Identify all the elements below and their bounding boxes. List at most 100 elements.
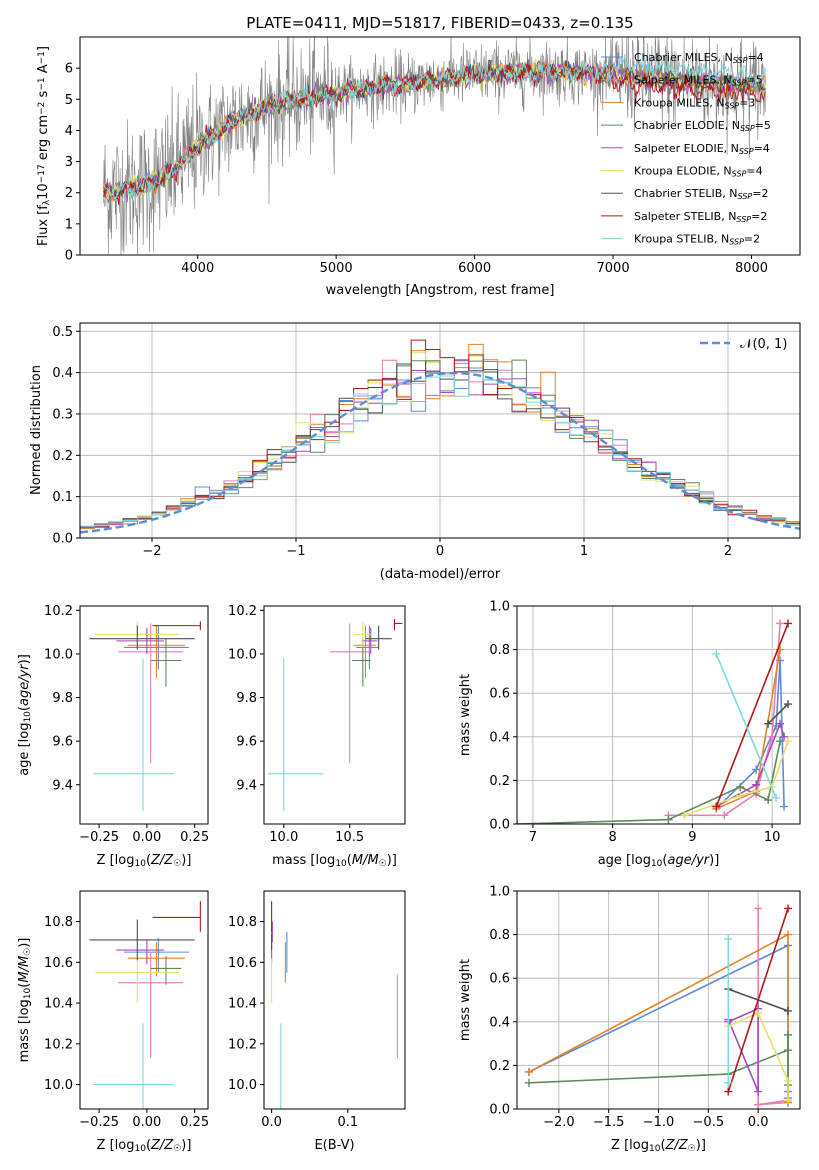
- axes-frame: [79, 36, 801, 256]
- y-axis-label: mass weight: [458, 674, 473, 756]
- label-part: )]: [387, 853, 397, 868]
- normal-distribution-curve: [80, 371, 800, 534]
- y-tick-label: 0.0: [52, 532, 73, 547]
- errorbar-point: [150, 956, 182, 985]
- mass-weight-marker: [764, 719, 773, 728]
- errorbar-point: [353, 621, 371, 648]
- mass-weight-marker: [784, 1076, 793, 1085]
- plot-area: [271, 901, 398, 1109]
- legend-name: Salpeter STELIB, N: [634, 210, 736, 223]
- legend-suffix: =5: [755, 119, 771, 132]
- errorbar-point: [116, 939, 165, 965]
- label-part: 10: [335, 859, 347, 869]
- legend-sub: SSP: [739, 147, 754, 156]
- label-part: 10: [651, 859, 663, 869]
- axes-frame: [263, 605, 406, 825]
- y-tick-label: 10.8: [228, 915, 257, 930]
- errorbar-point: [361, 627, 378, 654]
- legend-suffix: =4: [746, 165, 762, 178]
- errorbar-point: [365, 625, 392, 650]
- label-part: ☉: [688, 1144, 696, 1154]
- x-tick-label: 8000: [735, 261, 768, 276]
- legend-name: Chabrier MILES, N: [634, 51, 733, 64]
- y-tick-label: 10.8: [44, 915, 73, 930]
- y-tick-label: 5: [65, 93, 73, 108]
- x-tick-label: 0: [436, 544, 444, 559]
- y-tick-label: 0.8: [489, 643, 510, 658]
- y-tick-label: 2: [65, 186, 73, 201]
- x-tick-label: −0.25: [79, 1115, 119, 1130]
- plot-area: [89, 901, 201, 1109]
- mass-weight-line: [767, 703, 789, 725]
- axes-frame: [79, 605, 209, 825]
- mass-weight-marker: [736, 791, 745, 800]
- y-axis-label: mass weight: [458, 959, 473, 1041]
- errorbar-point: [150, 638, 182, 687]
- legend-sub: SSP: [736, 215, 751, 224]
- y-tick-label: 0.4: [489, 1015, 510, 1030]
- x-tick-label: 6000: [458, 261, 491, 276]
- figure-title: PLATE=0411, MJD=51817, FIBERID=0433, z=0…: [246, 14, 633, 32]
- x-tick-label: 2: [724, 544, 732, 559]
- label-part: E(B-V): [314, 1138, 354, 1153]
- x-tick-label: −1.5: [593, 1115, 625, 1130]
- y-tick-label: 10.4: [228, 997, 257, 1012]
- x-axis-label: E(B-V): [314, 1138, 354, 1153]
- y-tick-label: 9.6: [52, 735, 73, 750]
- x-tick-label: 9: [688, 830, 696, 845]
- mass-weight-marker: [772, 793, 781, 802]
- chart-weight_vs_Z: −2.0 −1.5 −1.0 −0.5 0.0 0.0 0.2 0.4 0.6 0.8 1.0 Z […: [458, 885, 801, 1154]
- legend-name: Chabrier ELODIE, N: [634, 119, 740, 132]
- legend-sub: SSP: [740, 124, 755, 133]
- plot-area: [524, 904, 793, 1109]
- label-part: ☉: [173, 859, 181, 869]
- legend-name: Chabrier STELIB, N: [634, 187, 738, 200]
- errorbar-point: [93, 658, 174, 811]
- mass-weight-marker: [754, 1100, 763, 1109]
- label-part: (: [662, 853, 667, 868]
- y-tick-label: 4: [65, 124, 73, 139]
- legend-name: Salpeter ELODIE, N: [634, 142, 739, 155]
- y-tick-label: 0.1: [52, 490, 73, 505]
- plot-background: [264, 891, 405, 1109]
- y-tick-label: 0.3: [52, 407, 73, 422]
- x-tick-label: −1.0: [643, 1115, 675, 1130]
- mass-weight-marker: [754, 904, 763, 913]
- y-tick-label: 6: [65, 62, 73, 77]
- label-part: s: [36, 90, 51, 101]
- y-tick-label: 0.4: [489, 730, 510, 745]
- legend-sub: SSP: [732, 79, 747, 88]
- label-part: age [log: [598, 853, 651, 868]
- mass-weight-line: [715, 653, 777, 799]
- legend-label: Chabrier ELODIE, NSSP=5: [634, 119, 771, 133]
- mass-weight-marker: [780, 802, 789, 811]
- y-tick-label: 1.0: [489, 600, 510, 615]
- label-part: )]: [17, 654, 32, 664]
- x-tick-label: 0.00: [132, 830, 161, 845]
- mass-weight-marker: [524, 1067, 533, 1076]
- legend-sub: SSP: [724, 101, 739, 110]
- label-part: 10: [134, 859, 146, 869]
- label-part: (: [17, 706, 32, 711]
- x-axis-label: (data-model)/error: [380, 567, 501, 582]
- legend-label: Kroupa STELIB, NSSP=2: [634, 233, 760, 247]
- x-axis-label: mass [log10(M/M☉)]: [272, 853, 397, 869]
- y-axis-label: Normed distribution: [29, 365, 44, 495]
- legend-sub: SSP: [729, 238, 744, 247]
- x-tick-label: −0.25: [79, 830, 119, 845]
- x-tick-label: 7: [529, 830, 537, 845]
- y-tick-label: 1.0: [489, 885, 510, 900]
- mass-weight-marker: [712, 649, 721, 658]
- x-tick-label: 4000: [181, 261, 214, 276]
- mass-weight-marker: [784, 1096, 793, 1105]
- errorbar-point: [393, 619, 403, 630]
- label-part: (: [146, 1138, 151, 1153]
- y-tick-label: 0.0: [489, 1103, 510, 1118]
- y-tick-label: 0.6: [489, 687, 510, 702]
- label-part: Z/Z: [665, 1138, 689, 1153]
- mass-weight-marker: [680, 811, 689, 820]
- plot-background: [264, 606, 405, 824]
